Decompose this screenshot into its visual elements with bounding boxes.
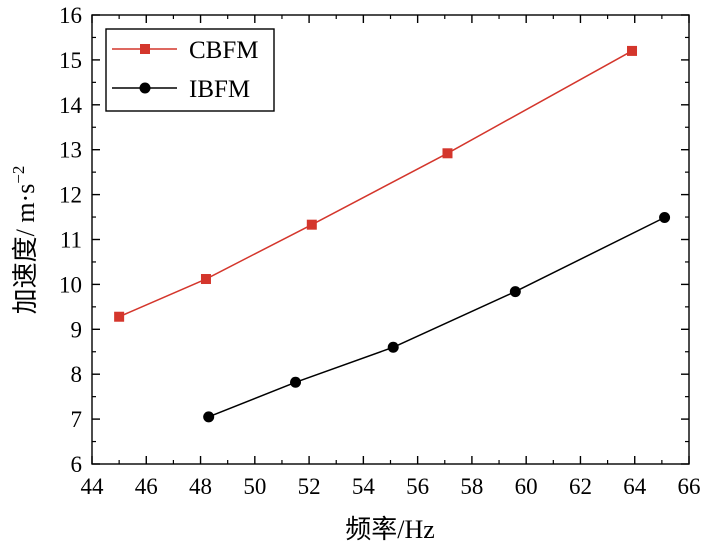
y-tick-label: 6 — [71, 452, 83, 477]
legend-box — [105, 28, 275, 112]
y-tick-label: 16 — [59, 3, 82, 28]
y-axis-title-sup: −2 — [9, 166, 28, 184]
y-tick-label: 10 — [59, 272, 82, 297]
x-tick-label: 58 — [460, 474, 483, 499]
data-point-cbfm — [200, 274, 211, 285]
series-line-ibfm — [208, 216, 665, 418]
x-tick-label: 48 — [189, 474, 212, 499]
x-tick-label: 46 — [135, 474, 158, 499]
x-tick-label: 64 — [623, 474, 647, 499]
x-tick-label: 66 — [678, 474, 701, 499]
legend-label-ibfm: IBFM — [189, 76, 250, 103]
legend-marker-ibfm — [139, 82, 151, 94]
y-tick-labels: 6 7 8 9 10 11 12 13 14 15 16 — [59, 3, 83, 477]
x-tick-label: 62 — [569, 474, 592, 499]
data-point-cbfm — [627, 45, 638, 56]
x-axis-title: 频率/Hz — [345, 515, 435, 544]
x-tick-label: 44 — [81, 474, 105, 499]
y-tick-label: 15 — [59, 48, 82, 73]
legend-marker-cbfm — [140, 44, 150, 54]
data-point-cbfm — [442, 148, 453, 159]
data-point-cbfm — [114, 311, 125, 322]
x-tick-label: 52 — [298, 474, 321, 499]
y-axis-title-main: 加速度/ m·s — [11, 184, 40, 315]
y-tick-label: 8 — [71, 362, 83, 387]
legend: CBFM IBFM — [105, 28, 275, 112]
y-tick-label: 12 — [59, 183, 82, 208]
series-layer — [114, 45, 671, 423]
data-point-ibfm — [290, 376, 302, 388]
axis-ticks — [91, 14, 690, 465]
y-tick-label: 7 — [71, 407, 83, 432]
y-tick-label: 11 — [60, 228, 82, 253]
y-axis-title: 加速度/ m·s−2 — [9, 166, 40, 315]
y-tick-label: 9 — [71, 317, 83, 342]
y-tick-label: 14 — [59, 93, 83, 118]
x-tick-label: 60 — [515, 474, 538, 499]
data-point-ibfm — [659, 211, 671, 223]
data-point-cbfm — [306, 219, 317, 230]
y-tick-label: 13 — [59, 138, 82, 163]
x-tick-label: 54 — [352, 474, 376, 499]
x-tick-label: 50 — [243, 474, 266, 499]
x-tick-label: 56 — [406, 474, 429, 499]
data-point-ibfm — [203, 411, 215, 423]
legend-label-cbfm: CBFM — [189, 37, 258, 64]
data-point-ibfm — [509, 286, 521, 298]
data-point-ibfm — [387, 341, 399, 353]
x-tick-labels: 44 46 48 50 52 54 56 58 60 62 64 66 — [81, 474, 701, 499]
